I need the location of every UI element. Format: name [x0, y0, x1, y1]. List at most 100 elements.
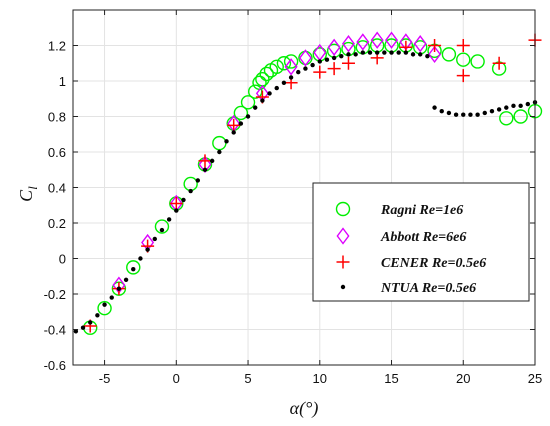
legend-label: Ragni Re=1e6	[380, 203, 463, 218]
y-axis-label: C	[16, 189, 36, 202]
plus-data-point	[313, 65, 327, 79]
dot-data-point	[303, 66, 308, 71]
dot-data-point	[418, 52, 423, 57]
dot-data-point	[238, 121, 244, 126]
dot-data-point	[331, 55, 337, 61]
x-axis-label: α(°)	[290, 398, 319, 419]
dot-data-point	[310, 62, 315, 68]
circle-data-point	[97, 301, 112, 316]
circle-data-point	[513, 109, 528, 124]
dot-data-point	[367, 50, 373, 55]
circle-data-point	[126, 260, 141, 275]
dot-data-point	[353, 52, 358, 57]
y-tick-label: 0.8	[48, 110, 66, 125]
dot-data-point	[525, 101, 531, 107]
dot-data-point	[432, 105, 437, 110]
dot-data-point	[202, 167, 208, 172]
legend-marker-diamond	[336, 227, 350, 245]
svg-text:Cl: Cl	[16, 186, 40, 202]
circle-data-point	[470, 54, 485, 69]
dot-data-point	[475, 112, 480, 117]
dot-data-point	[504, 105, 509, 110]
y-tick-label: 1	[59, 74, 66, 89]
plus-data-point	[227, 118, 241, 132]
dot-data-point	[446, 110, 452, 116]
diamond-data-point	[327, 38, 341, 56]
dot-data-point	[518, 103, 523, 109]
dot-data-point	[209, 158, 215, 164]
dot-data-point	[195, 178, 201, 183]
dot-data-point	[131, 266, 136, 272]
dot-data-point	[181, 197, 186, 203]
dot-data-point	[245, 114, 251, 119]
dot-data-point	[260, 98, 265, 103]
dot-data-point	[274, 85, 279, 91]
diamond-data-point	[341, 35, 355, 53]
dot-data-point	[403, 50, 409, 55]
y-tick-label: 0	[59, 252, 66, 267]
y-tick-label: 0.4	[48, 181, 66, 196]
diamond-data-point	[428, 45, 442, 64]
dot-data-point	[73, 329, 79, 334]
legend-box	[312, 182, 530, 302]
dot-data-point	[439, 108, 444, 114]
dot-data-point	[453, 112, 459, 117]
dot-data-point	[324, 57, 330, 62]
dot-data-point	[339, 53, 344, 59]
dot-data-point	[217, 149, 222, 155]
dot-data-point	[461, 112, 466, 117]
y-tick-label: 0.2	[48, 216, 66, 231]
plus-data-point	[492, 56, 506, 70]
dot-data-point	[224, 139, 229, 144]
y-tick-label: -0.4	[44, 323, 66, 338]
dot-data-point	[468, 112, 473, 117]
legend-marker-dot	[340, 284, 346, 290]
tick-labels: -5 0 5 10 15 20 25 -0.6 -0.4 -0.2 0 0.2 0.4 0.6 0.8 1 1.…	[44, 39, 543, 387]
series-layer	[73, 31, 543, 335]
y-axis-label-group: Cl	[16, 186, 40, 202]
x-tick-label: 20	[456, 371, 470, 386]
circle-data-point	[499, 111, 514, 126]
legend-label: NTUA Re=0.5e6	[380, 281, 476, 296]
dot-data-point	[288, 75, 294, 80]
y-tick-label: -0.2	[44, 287, 66, 302]
legend: Ragni Re=1e6 Abbott Re=6e6 CENER Re=0.5e6 N…	[312, 182, 530, 302]
dot-data-point	[410, 52, 416, 57]
dot-data-point	[389, 50, 394, 55]
dot-data-point	[166, 217, 172, 222]
circle-data-point	[456, 52, 471, 67]
x-tick-label: 10	[313, 371, 327, 386]
dot-data-point	[116, 286, 122, 291]
circle-data-point	[441, 47, 457, 62]
y-axis-label-subscript: l	[25, 186, 40, 190]
dot-data-point	[360, 50, 366, 55]
x-tick-label: 0	[173, 371, 180, 386]
circle-data-point	[259, 66, 274, 82]
plus-data-point	[198, 154, 212, 168]
diamond-data-point	[356, 33, 370, 51]
legend-label: Abbott Re=6e6	[380, 230, 466, 245]
dot-data-point	[296, 69, 301, 75]
diamond-data-point	[298, 49, 312, 67]
diamond-data-point	[284, 58, 298, 76]
dot-data-point	[138, 256, 143, 261]
dot-data-point	[123, 277, 129, 282]
plus-data-point	[341, 56, 355, 70]
circle-data-point	[154, 219, 170, 234]
dot-data-point	[102, 302, 107, 307]
circle-data-point	[240, 95, 256, 110]
dot-data-point	[145, 247, 150, 252]
axis-ticks	[73, 10, 536, 366]
dot-data-point	[511, 103, 516, 109]
dot-data-point	[482, 110, 487, 116]
dot-data-point	[281, 80, 287, 85]
dot-data-point	[489, 108, 495, 114]
circle-data-point	[276, 56, 292, 71]
dot-data-point	[346, 52, 351, 57]
dot-data-point	[231, 130, 236, 135]
plus-data-point	[169, 196, 183, 210]
dot-data-point	[88, 320, 93, 325]
circle-data-point	[233, 105, 249, 121]
y-tick-label: 1.2	[48, 39, 66, 54]
